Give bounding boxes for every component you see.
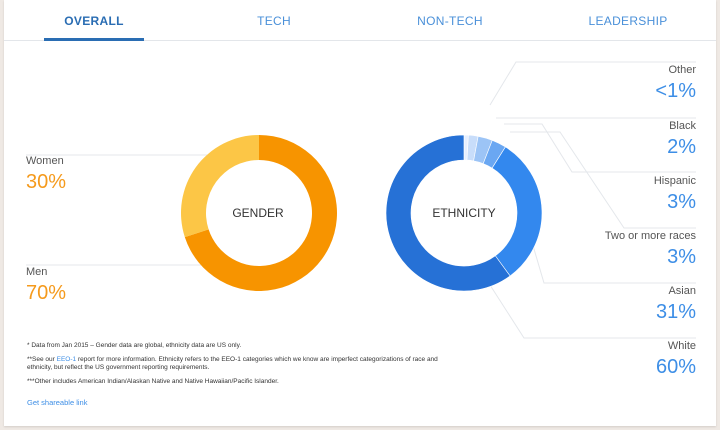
tab-tech-label: TECH bbox=[257, 14, 291, 28]
eth-asian-value: 31% bbox=[655, 301, 696, 323]
footnote-3: ***Other includes American Indian/Alaska… bbox=[27, 377, 279, 385]
get-shareable-link[interactable]: Get shareable link bbox=[27, 398, 88, 407]
eth-other-name: Other bbox=[668, 64, 696, 76]
footnote-2-post: report for more information. Ethnicity r… bbox=[27, 355, 438, 372]
eth-white-leader-line bbox=[489, 284, 696, 339]
footnote-2-pre: **See our bbox=[27, 355, 57, 363]
eth-label-black: Black 2% bbox=[667, 120, 696, 158]
eth-two-or-more-value: 3% bbox=[667, 246, 696, 268]
gender-center-label: GENDER bbox=[232, 206, 284, 220]
tab-leadership-label: LEADERSHIP bbox=[588, 14, 668, 28]
tab-non-tech[interactable]: NON-TECH bbox=[400, 0, 500, 40]
active-tab-indicator bbox=[44, 38, 144, 41]
gender-label-women: Women 30% bbox=[26, 155, 66, 193]
diversity-card: OVERALL TECH NON-TECH LEADERSHIP Women 3… bbox=[4, 0, 716, 426]
gender-slice-women bbox=[180, 135, 259, 238]
ethnicity-slice-white bbox=[385, 134, 511, 292]
gender-slice-men bbox=[184, 135, 337, 291]
eeo1-link[interactable]: EEO-1 bbox=[56, 355, 77, 363]
eth-black-value: 2% bbox=[667, 136, 696, 158]
footnote-1: * Data from Jan 2015 – Gender data are g… bbox=[27, 342, 242, 349]
eth-hispanic-name: Hispanic bbox=[653, 175, 696, 187]
eth-label-hispanic: Hispanic 3% bbox=[654, 175, 696, 213]
gender-women-value: 30% bbox=[26, 171, 67, 193]
tab-bar: OVERALL TECH NON-TECH LEADERSHIP bbox=[4, 0, 716, 41]
donut-charts bbox=[26, 61, 696, 339]
tab-leadership[interactable]: LEADERSHIP bbox=[578, 0, 678, 40]
footnotes: * Data from Jan 2015 – Gender data are g… bbox=[27, 342, 447, 391]
tab-overall[interactable]: OVERALL bbox=[44, 0, 144, 41]
gender-men-value: 70% bbox=[26, 282, 67, 304]
eth-label-other: Other <1% bbox=[655, 64, 696, 102]
tab-overall-label: OVERALL bbox=[64, 14, 124, 28]
eth-other-value: <1% bbox=[655, 80, 696, 102]
tab-tech[interactable]: TECH bbox=[224, 0, 324, 40]
eth-hispanic-leader-line bbox=[504, 123, 696, 173]
eth-label-asian: Asian 31% bbox=[656, 285, 696, 323]
gender-men-name: Men bbox=[26, 266, 48, 278]
eth-asian-name: Asian bbox=[668, 285, 696, 297]
gender-women-name: Women bbox=[26, 155, 64, 167]
eth-black-name: Black bbox=[669, 120, 696, 132]
eth-white-name: White bbox=[667, 340, 696, 352]
eth-white-value: 60% bbox=[655, 356, 696, 378]
eth-hispanic-value: 3% bbox=[667, 191, 696, 213]
gender-label-men: Men 70% bbox=[26, 266, 66, 304]
ethnicity-center-label: ETHNICITY bbox=[432, 206, 496, 220]
eth-two-or-more-leader-line bbox=[510, 131, 696, 229]
eth-label-two-or-more: Two or more races 3% bbox=[605, 230, 696, 268]
eth-other-leader-line bbox=[489, 61, 696, 106]
eth-two-or-more-name: Two or more races bbox=[604, 230, 696, 242]
footnote-2: **See our EEO-1 report for more informat… bbox=[27, 356, 447, 373]
tab-non-tech-label: NON-TECH bbox=[417, 14, 483, 28]
eth-label-white: White 60% bbox=[656, 340, 696, 378]
